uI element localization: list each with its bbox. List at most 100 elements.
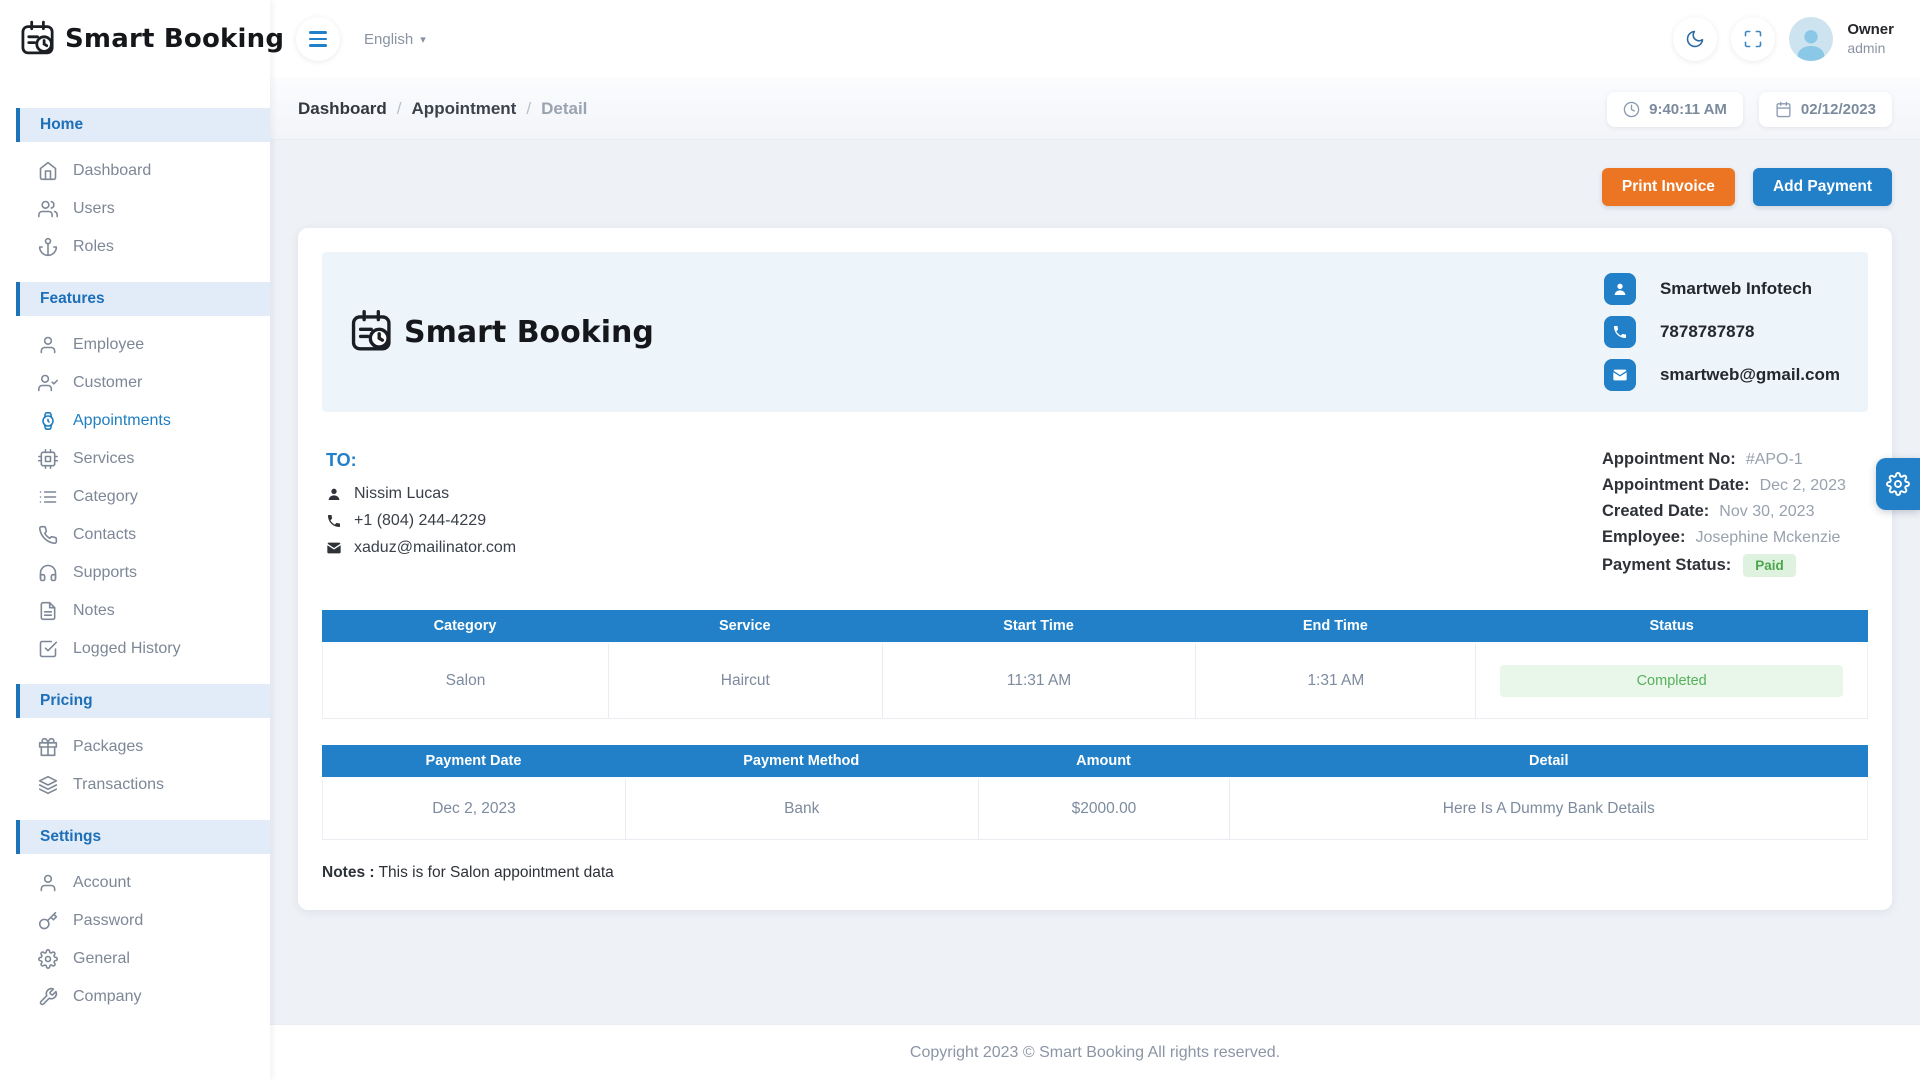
appointment-table-header-row: Category Service Start Time End Time Sta… bbox=[322, 610, 1868, 644]
sidebar-item-dashboard[interactable]: Dashboard bbox=[0, 152, 270, 190]
sidebar-item-label: General bbox=[73, 950, 130, 967]
person-icon bbox=[328, 488, 340, 500]
sidebar-item-customer[interactable]: Customer bbox=[0, 364, 270, 402]
appointment-date: Dec 2, 2023 bbox=[1759, 477, 1846, 494]
calendar-clock-logo-icon bbox=[21, 20, 54, 55]
clock-chips: 9:40:11 AM 02/12/2023 bbox=[1607, 91, 1892, 127]
main-column: English ▾ Owner admin bbox=[270, 0, 1920, 1080]
payment-date-cell: Dec 2, 2023 bbox=[322, 779, 626, 840]
created-date: Nov 30, 2023 bbox=[1719, 503, 1815, 520]
sidebar-item-services[interactable]: Services bbox=[0, 440, 270, 478]
home-icon bbox=[39, 161, 57, 181]
list-icon bbox=[39, 491, 57, 503]
app-logo[interactable]: Smart Booking bbox=[0, 0, 284, 78]
employee-name: Josephine Mckenzie bbox=[1695, 529, 1841, 546]
payment-detail-cell: Here Is A Dummy Bank Details bbox=[1229, 779, 1868, 840]
theme-settings-button[interactable] bbox=[1876, 458, 1920, 510]
key-icon bbox=[38, 911, 58, 930]
topbar-right: Owner admin bbox=[1673, 17, 1894, 61]
customer-name: Nissim Lucas bbox=[354, 485, 450, 502]
breadcrumb-dashboard[interactable]: Dashboard bbox=[298, 99, 387, 118]
payment-table: Payment Date Payment Method Amount Detai… bbox=[322, 745, 1868, 840]
breadcrumb-detail: Detail bbox=[541, 99, 588, 118]
user-role: Owner bbox=[1847, 20, 1894, 38]
menu-icon bbox=[309, 31, 327, 47]
sidebar-item-logged-history[interactable]: Logged History bbox=[0, 630, 270, 668]
sidebar-item-packages[interactable]: Packages bbox=[0, 728, 270, 766]
sidebar-item-roles[interactable]: Roles bbox=[0, 228, 270, 266]
meta-row: Appointment Date: Dec 2, 2023 bbox=[1602, 476, 1864, 495]
layers-icon bbox=[38, 775, 58, 795]
sidebar-item-contacts[interactable]: Contacts bbox=[0, 516, 270, 554]
print-invoice-button[interactable]: Print Invoice bbox=[1601, 168, 1735, 206]
payment-table-header-row: Payment Date Payment Method Amount Detai… bbox=[322, 745, 1868, 779]
notes-text: This is for Salon appointment data bbox=[378, 864, 614, 881]
calendar-clock-logo-icon bbox=[351, 309, 391, 351]
category-cell: Salon bbox=[322, 644, 608, 719]
sidebar-item-appointments[interactable]: Appointments bbox=[0, 402, 270, 440]
appointment-meta: Appointment No: #APO-1 Appointment Date:… bbox=[1602, 450, 1864, 584]
meta-row: Appointment No: #APO-1 bbox=[1602, 450, 1864, 469]
sidebar-item-transactions[interactable]: Transactions bbox=[0, 766, 270, 804]
sidebar-item-label: Employee bbox=[73, 336, 145, 353]
sidebar-item-category[interactable]: Category bbox=[0, 478, 270, 516]
page-actions: Print Invoice Add Payment bbox=[298, 168, 1892, 206]
sidebar-item-label: Transactions bbox=[73, 776, 164, 793]
watch-icon bbox=[42, 412, 54, 430]
appointment-table: Category Service Start Time End Time Sta… bbox=[322, 610, 1868, 719]
company-phone: 7878787878 bbox=[1659, 322, 1755, 341]
sidebar-item-users[interactable]: Users bbox=[0, 190, 270, 228]
company-contact: Smartweb Infotech 7878787878 smartweb@gm… bbox=[1603, 273, 1840, 391]
breadcrumb-bar: Dashboard / Appointment / Detail 9:40:11… bbox=[270, 78, 1920, 140]
status-cell: Completed bbox=[1475, 644, 1868, 719]
sidebar-section-settings: Settings bbox=[16, 820, 270, 854]
invoice-header: Smart Booking Smartweb Infotech 78787878… bbox=[322, 252, 1868, 412]
sidebar-item-password[interactable]: Password bbox=[0, 902, 270, 940]
phone-icon bbox=[328, 515, 340, 527]
current-time-chip: 9:40:11 AM bbox=[1607, 91, 1743, 127]
column-header: End Time bbox=[1195, 610, 1476, 644]
topbar-left: English ▾ bbox=[296, 17, 426, 61]
user-meta: Owner admin bbox=[1847, 21, 1894, 57]
dark-mode-button[interactable] bbox=[1673, 17, 1718, 61]
meta-label: Appointment No: bbox=[1602, 450, 1736, 468]
company-email-row: smartweb@gmail.com bbox=[1603, 359, 1840, 391]
sidebar: Smart Booking Home Dashboard Users Roles… bbox=[0, 0, 284, 1080]
mail-badge-icon bbox=[1603, 359, 1636, 391]
user-check-icon bbox=[38, 374, 58, 392]
footer: Copyright 2023 © Smart Booking All right… bbox=[270, 1024, 1920, 1080]
column-header: Amount bbox=[977, 745, 1230, 779]
sidebar-item-account[interactable]: Account bbox=[0, 864, 270, 902]
column-header: Start Time bbox=[881, 610, 1196, 644]
meta-label: Appointment Date: bbox=[1602, 476, 1750, 494]
sidebar-item-label: Contacts bbox=[73, 526, 137, 543]
menu-toggle-button[interactable] bbox=[296, 17, 340, 61]
sidebar-item-label: Logged History bbox=[73, 640, 181, 657]
sidebar-item-label: Users bbox=[73, 200, 115, 217]
column-header: Service bbox=[608, 610, 882, 644]
language-selector[interactable]: English ▾ bbox=[364, 31, 426, 48]
moon-icon bbox=[1687, 30, 1704, 48]
anchor-icon bbox=[38, 237, 58, 257]
sidebar-item-company[interactable]: Company bbox=[0, 978, 270, 1016]
sidebar-section-pricing: Pricing bbox=[16, 684, 270, 718]
sidebar-item-employee[interactable]: Employee bbox=[0, 326, 270, 364]
sidebar-item-label: Account bbox=[73, 874, 131, 891]
headphones-icon bbox=[39, 564, 57, 582]
customer-email: xaduz@mailinator.com bbox=[354, 539, 517, 556]
current-date: 02/12/2023 bbox=[1800, 100, 1876, 118]
sidebar-item-notes[interactable]: Notes bbox=[0, 592, 270, 630]
phone-icon bbox=[38, 525, 58, 545]
add-payment-button[interactable]: Add Payment bbox=[1752, 168, 1892, 206]
sidebar-item-supports[interactable]: Supports bbox=[0, 554, 270, 592]
fullscreen-button[interactable] bbox=[1731, 17, 1776, 61]
current-date-chip: 02/12/2023 bbox=[1758, 91, 1892, 127]
sidebar-item-general[interactable]: General bbox=[0, 940, 270, 978]
notes-label: Notes : bbox=[322, 864, 375, 881]
breadcrumb-appointment[interactable]: Appointment bbox=[411, 99, 517, 118]
gear-icon bbox=[1886, 472, 1910, 496]
company-phone-row: 7878787878 bbox=[1603, 316, 1840, 348]
sidebar-item-label: Roles bbox=[73, 238, 114, 255]
user-avatar[interactable] bbox=[1789, 17, 1834, 61]
